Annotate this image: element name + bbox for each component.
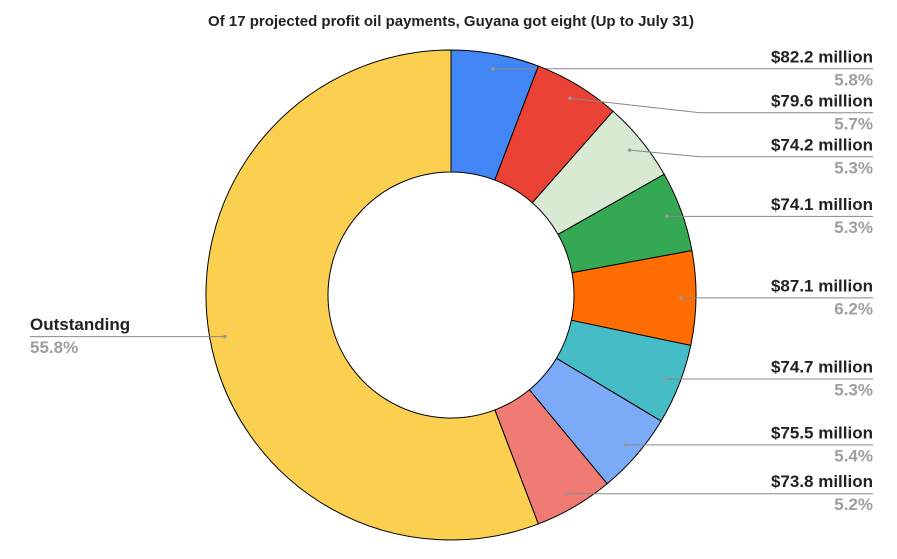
slice-percent: 5.3% [834,158,873,177]
slice-percent: 5.3% [834,218,873,237]
slice-label: $82.2 million [771,47,873,66]
slice-label: $79.6 million [771,91,873,110]
slice-percent: 55.8% [30,338,78,357]
donut-slice [205,49,539,541]
slice-percent: 5.4% [834,446,873,465]
leader-dot [490,67,495,71]
slice-percent: 5.2% [834,495,873,514]
leader-line [629,149,873,158]
slice-percent: 6.2% [834,299,873,318]
leader-dot [627,148,632,152]
slice-label: $74.2 million [771,135,873,154]
slice-label: $74.1 million [771,195,873,214]
leader-dot [223,334,227,339]
leader-dot [663,377,667,381]
slice-label: $75.5 million [771,423,873,442]
slice-label: $73.8 million [771,472,873,491]
leader-dot [568,96,572,100]
leader-dot [623,443,628,447]
chart-title: Of 17 projected profit oil payments, Guy… [208,13,694,30]
slice-label: Outstanding [30,315,130,334]
slice-percent: 5.7% [834,114,873,133]
leader-dot [679,296,683,300]
slice-label: $87.1 million [771,276,873,295]
slice-percent: 5.8% [834,70,873,89]
leader-dot [565,491,569,496]
slice-percent: 5.3% [834,380,873,399]
slice-label: $74.7 million [771,357,873,376]
leader-dot [665,214,669,219]
leader-line [569,97,873,114]
